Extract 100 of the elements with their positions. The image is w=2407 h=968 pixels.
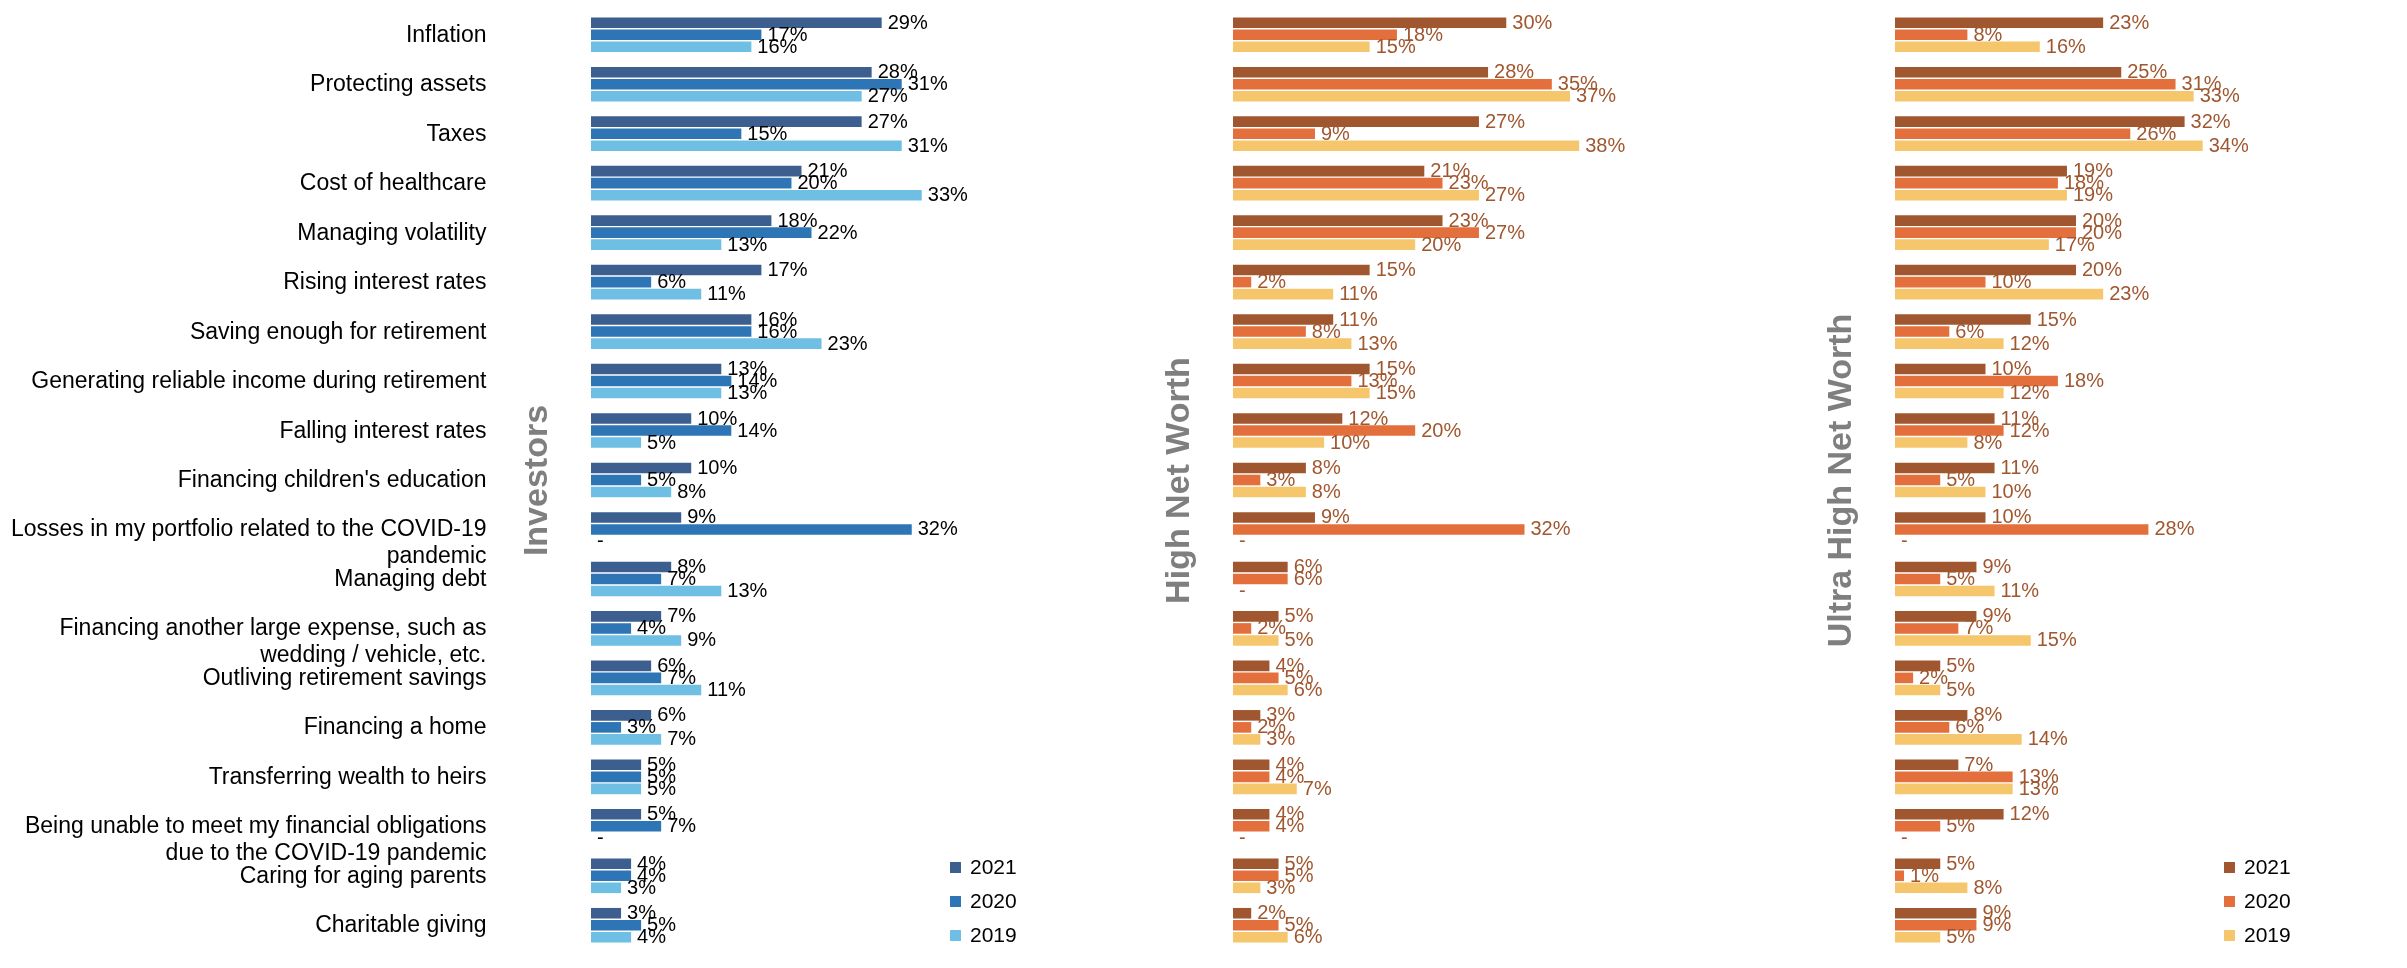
bar bbox=[591, 734, 662, 745]
data-label: 10% bbox=[1991, 505, 2032, 528]
bar bbox=[1233, 177, 1443, 189]
bar bbox=[591, 189, 922, 201]
bar bbox=[1895, 338, 2004, 349]
text: - bbox=[1239, 826, 1246, 849]
bar bbox=[591, 215, 772, 226]
bar bbox=[1895, 17, 2104, 28]
data-label: 20% bbox=[1421, 232, 1462, 255]
bar bbox=[1895, 623, 1959, 634]
bar bbox=[1895, 29, 1968, 41]
data-label: 32% bbox=[917, 517, 958, 540]
bar bbox=[1233, 524, 1525, 535]
bar bbox=[591, 17, 882, 28]
bar bbox=[1233, 375, 1352, 387]
bar bbox=[591, 140, 902, 151]
legend-label: 2021 bbox=[970, 854, 1017, 878]
data-label: 38% bbox=[1585, 133, 1626, 156]
bar bbox=[591, 264, 762, 276]
bar bbox=[1233, 684, 1288, 696]
y-tick-label: Protecting assets bbox=[310, 70, 487, 97]
bar bbox=[1895, 561, 1977, 573]
data-label: 11% bbox=[1339, 282, 1378, 305]
bar bbox=[1233, 573, 1288, 585]
bar bbox=[591, 128, 742, 139]
bar bbox=[591, 239, 722, 250]
bar bbox=[1233, 635, 1279, 646]
bar bbox=[1895, 512, 1986, 523]
data-label: 27% bbox=[867, 84, 908, 107]
bar bbox=[1233, 660, 1270, 672]
data-label: 16% bbox=[2045, 34, 2087, 57]
y-axis-title: Investors bbox=[515, 404, 554, 557]
bar bbox=[1233, 314, 1334, 325]
bar bbox=[591, 116, 862, 127]
bar bbox=[591, 907, 622, 919]
bar bbox=[1895, 462, 1995, 474]
bar bbox=[591, 524, 912, 535]
bar bbox=[1895, 809, 2004, 820]
y-tick-label: Managing volatility bbox=[297, 218, 487, 245]
data-label: 8% bbox=[1311, 480, 1341, 503]
data-label: 8% bbox=[677, 480, 707, 503]
data-label: 8% bbox=[1973, 875, 2003, 898]
data-label: 5% bbox=[1946, 925, 1976, 948]
data-label: 18% bbox=[2063, 369, 2105, 392]
data-label: 13% bbox=[727, 578, 768, 601]
data-label: 25% bbox=[2127, 60, 2168, 83]
bar bbox=[1233, 215, 1443, 226]
data-label: 15% bbox=[2036, 628, 2077, 651]
bar bbox=[591, 573, 662, 585]
bar bbox=[1233, 870, 1279, 882]
data-label: 8% bbox=[1973, 430, 2003, 453]
bar bbox=[1895, 314, 2031, 325]
data-label: 5% bbox=[1946, 851, 1976, 874]
y-tick-label: Being unable to meet my financial obligations due to the COVID-19 pandemic bbox=[24, 812, 487, 866]
y-tick-label: Financing a home bbox=[303, 713, 487, 740]
bar bbox=[1233, 512, 1315, 523]
bar bbox=[591, 486, 672, 498]
bar bbox=[591, 722, 622, 733]
y-tick-label: Inflation bbox=[405, 20, 487, 47]
bar bbox=[1233, 858, 1279, 870]
data-label: 23% bbox=[2109, 10, 2150, 33]
bar bbox=[1895, 326, 1950, 337]
y-tick-label: Taxes bbox=[426, 119, 487, 146]
bar bbox=[591, 870, 632, 882]
bar bbox=[591, 425, 732, 436]
bar bbox=[1233, 932, 1288, 943]
bar bbox=[1233, 672, 1279, 684]
data-label: 10% bbox=[1991, 480, 2032, 503]
bar bbox=[1895, 165, 2067, 177]
bar bbox=[1233, 413, 1343, 424]
bar bbox=[1895, 585, 1995, 597]
bar bbox=[591, 41, 752, 53]
data-label: 28% bbox=[2154, 517, 2195, 540]
data-label: 31% bbox=[907, 133, 948, 156]
bar bbox=[591, 672, 662, 684]
bar bbox=[1895, 932, 1941, 943]
text: - bbox=[597, 529, 604, 552]
bar bbox=[1233, 363, 1370, 375]
bar bbox=[591, 611, 662, 622]
legend-label: 2021 bbox=[2244, 854, 2291, 878]
bar bbox=[1895, 387, 2004, 399]
data-label: 6% bbox=[1955, 319, 1985, 342]
data-label: 11% bbox=[707, 282, 747, 305]
bar bbox=[1233, 338, 1352, 349]
bar bbox=[1895, 486, 1986, 498]
bar bbox=[1895, 660, 1941, 672]
bar bbox=[591, 821, 662, 832]
data-label: 15% bbox=[1375, 258, 1416, 281]
bar bbox=[591, 387, 722, 399]
bar bbox=[1895, 573, 1941, 585]
bar bbox=[1233, 276, 1252, 288]
data-label: 5% bbox=[647, 468, 677, 490]
bar bbox=[1233, 116, 1479, 127]
bar bbox=[591, 462, 692, 474]
data-label: 9% bbox=[687, 505, 717, 528]
data-label: 5% bbox=[1946, 653, 1976, 676]
bar bbox=[591, 338, 822, 349]
bar bbox=[591, 512, 682, 523]
bar bbox=[591, 561, 672, 573]
bar bbox=[1233, 17, 1507, 28]
